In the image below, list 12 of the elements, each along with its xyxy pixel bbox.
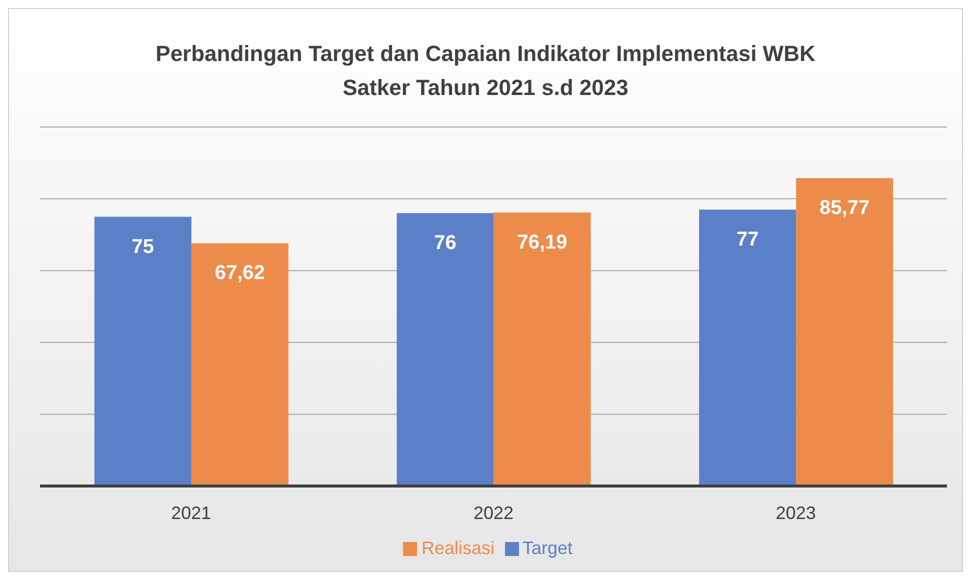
data-label: 77 [736,228,759,251]
data-label: 67,62 [214,262,265,284]
legend-label: Realisasi [421,538,494,558]
data-label: 76,19 [517,231,568,254]
legend-label: Target [522,538,573,558]
x-tick-label: 2021 [171,502,212,523]
data-label: 85,77 [820,197,870,220]
x-tick-label: 2023 [776,502,816,523]
data-label: 76 [434,232,456,254]
x-tick-label: 2022 [473,502,514,523]
data-label: 75 [132,236,154,258]
chart-title: Perbandingan Target dan Capaian Indikator Implementasi WBK Satker Tahun 2021 s.d 2023 [154,40,816,102]
